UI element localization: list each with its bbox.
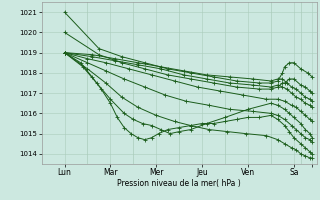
X-axis label: Pression niveau de la mer( hPa ): Pression niveau de la mer( hPa ): [117, 179, 241, 188]
